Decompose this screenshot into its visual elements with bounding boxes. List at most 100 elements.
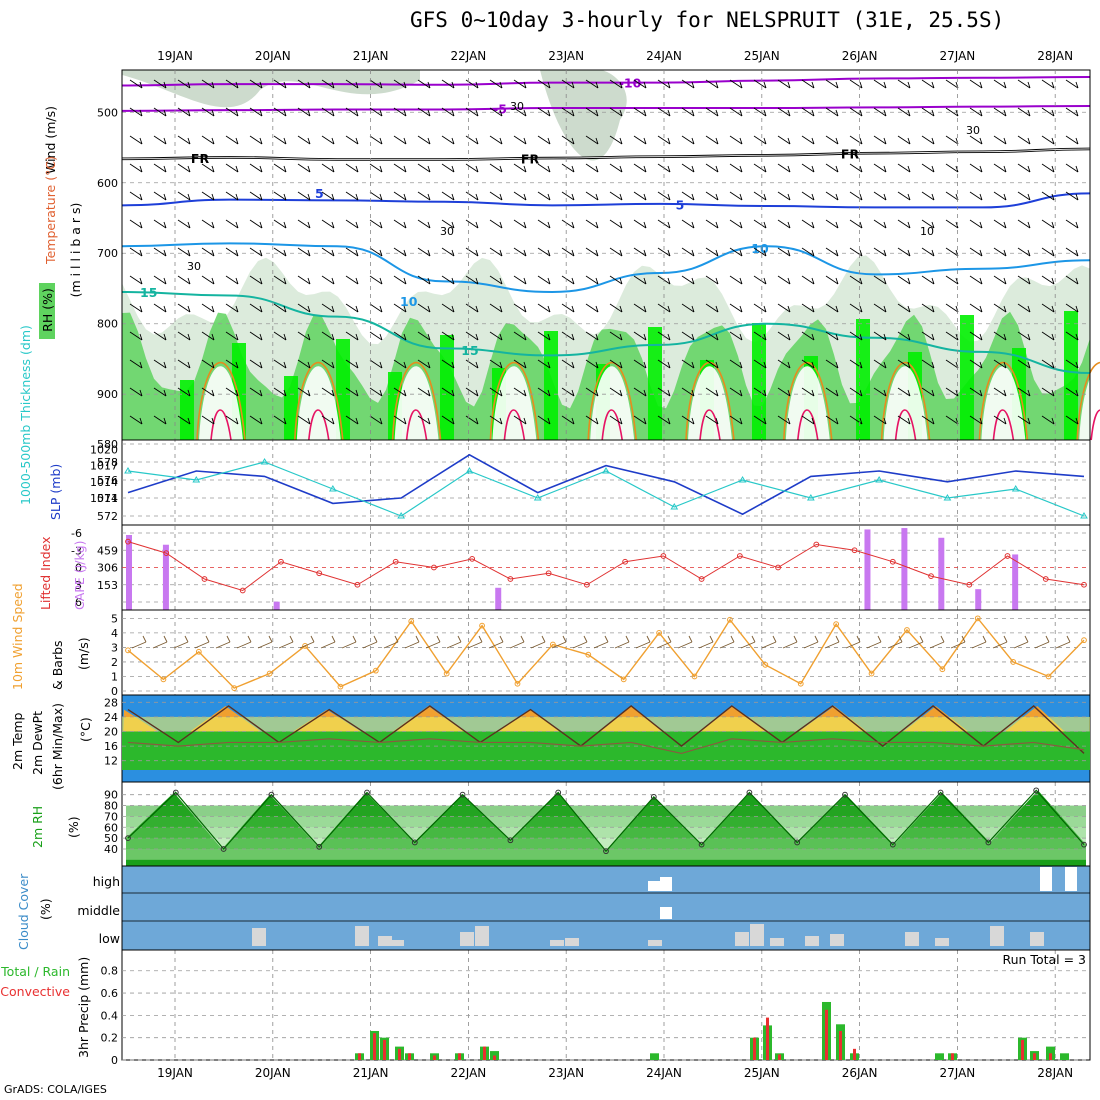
wind-barb [681,191,695,201]
wind-barb [561,359,575,369]
wind-barb [921,163,935,173]
wind-barb [729,387,743,397]
wind-tick-label: 0 [111,685,118,698]
wind-barb [849,331,863,341]
wind-barb [417,415,431,425]
isotherm-25 [797,409,819,441]
wind-speed-marker [479,622,485,629]
wind-barb [1041,387,1055,397]
slp-tick-label: 576 [97,474,118,487]
wind-barb [345,107,359,117]
wind-barb [1065,275,1079,285]
wind-speed-marker [904,627,910,633]
wind-barb [321,219,335,229]
warm-column [688,366,732,440]
wind-speed-marker [620,676,627,683]
cape-bar [126,535,132,610]
wind-barb [1017,191,1031,201]
wind-barb [969,415,983,425]
rh2m-marker [172,789,179,796]
wind-barb [441,107,455,117]
wind-speed-marker [195,648,202,655]
wind-barb [681,387,695,397]
wind-barb [633,359,647,369]
wind-barb [705,387,719,397]
rh2m-marker [507,837,514,844]
wind-barb [681,359,695,369]
wind-barb [993,415,1007,425]
wind-barb [425,635,441,649]
wind-barb [249,191,263,201]
precip-tick-label: 0.4 [101,1009,119,1022]
slp-tick-label: 1017 [90,460,118,473]
rh2m-band [126,827,1086,839]
wind-barb [585,107,599,117]
wind-barb [753,303,767,313]
wind-barb [129,219,143,229]
wind-barb [465,275,479,285]
wind-barb [897,247,911,257]
wind-barb [249,135,263,145]
wind-barb [153,135,167,145]
precip-tick-label: 0.8 [101,965,119,978]
wind-barb [129,275,143,285]
lifted-index-axis-label: Lifted Index [38,536,53,610]
isotherm-label: FR [521,151,540,166]
precip-convective-bar [383,1039,386,1060]
rh-tick-label: 90 [104,789,118,802]
thickness-series-line [127,461,1085,517]
wind-barb [1065,415,1079,425]
wind-barb [441,331,455,341]
wind-barb [1017,303,1031,313]
wind-barb [753,415,767,425]
wind-barb [609,191,623,201]
wind-barb [705,135,719,145]
wind-barb [761,635,777,649]
isotherm-25 [503,409,526,441]
wind-barb [993,107,1007,117]
cloud-low-bar [648,940,662,946]
wind-speed-line [127,617,1085,689]
day-label-top: 21JAN [353,49,389,63]
cloud-high-bar [1040,867,1052,891]
wind-barb [585,79,599,89]
wind-barb [897,387,911,397]
isotherm-label: 10 [400,294,418,309]
wind-barb [777,359,791,369]
wind-barb [441,135,455,145]
wind10m-axis-label: 10m Wind Speed [10,583,25,690]
lifted-index-marker [736,553,743,559]
wind-barb [249,275,263,285]
wind-barb [633,331,647,341]
wind-speed-marker [443,670,450,677]
wind-barb [417,331,431,341]
wind-barb [153,303,167,313]
wind-barb [585,415,599,425]
precip-axis-label: 3hr Precip (mm) [76,957,91,1058]
wind-barb [719,635,735,649]
wind-barb [369,359,383,369]
wind-barb [489,163,503,173]
wind-barb [1017,415,1031,425]
wind-barb [873,275,887,285]
wind-barb [969,135,983,145]
wind-barb [225,163,239,173]
wind-barb [1065,331,1079,341]
wind-barb [393,303,407,313]
wind-barb [801,135,815,145]
wind-barb [417,79,431,89]
wind-barb [177,303,191,313]
wind-barb [249,359,263,369]
wind-barb [537,163,551,173]
wind-barb [825,247,839,257]
temp-band-green [122,731,1090,770]
wind-barb [129,387,143,397]
cloud-low-bar [550,940,564,946]
cape-bar [273,601,280,610]
precip-convective-bar [373,1033,376,1060]
wind-barb [369,163,383,173]
wind-barb [777,303,791,313]
dewpoint-line [127,738,1085,755]
wind-barb [369,387,383,397]
cloud-low-bar [378,936,392,946]
